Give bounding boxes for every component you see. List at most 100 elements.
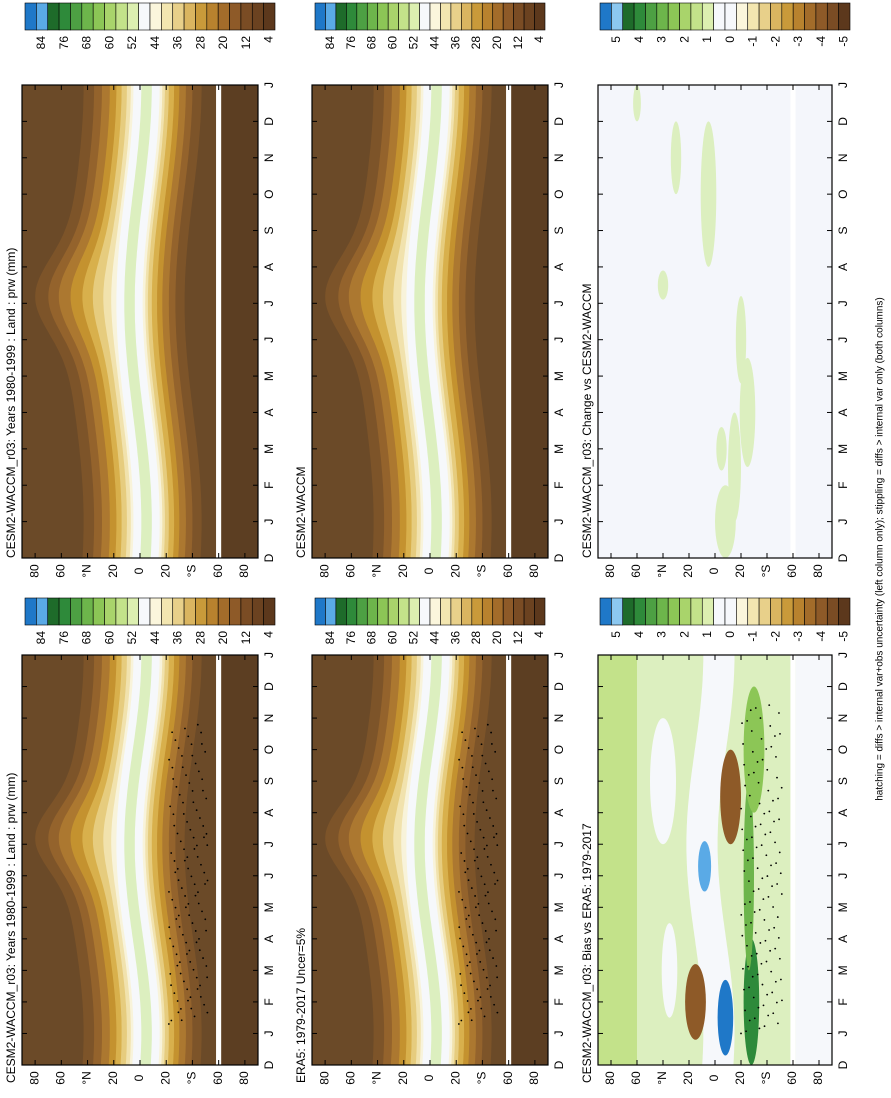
stipple <box>199 817 201 819</box>
stipple <box>761 758 764 761</box>
month-label: O <box>262 745 276 754</box>
stipple <box>751 836 753 839</box>
field-bg <box>598 85 832 558</box>
stipple <box>483 1015 486 1018</box>
colorbar-label: 44 <box>427 36 441 50</box>
stipple <box>190 875 193 878</box>
stipple <box>192 836 195 839</box>
colorbar-label: 84 <box>323 631 337 645</box>
lat-label: 20 <box>106 564 120 578</box>
stipple <box>204 883 206 885</box>
stipple <box>195 941 198 944</box>
contour-band <box>124 85 152 558</box>
panel-title: CESM2-WACCM_r03: Bias vs ERA5: 1979-2017 <box>580 823 594 1083</box>
colorbar-box <box>656 597 669 626</box>
stipple <box>495 965 498 967</box>
colorbar-box <box>356 2 368 31</box>
lat-label: 60 <box>629 564 643 578</box>
stipple <box>465 918 468 920</box>
colorbar-box <box>408 597 420 626</box>
stipple <box>468 961 471 964</box>
colorbar-box <box>356 597 368 626</box>
stipple <box>483 883 486 886</box>
stipple <box>770 970 773 973</box>
colorbar-box <box>263 597 276 626</box>
band <box>216 655 222 1065</box>
colorbar-box <box>481 2 494 31</box>
stipple <box>775 755 777 758</box>
stipple <box>481 790 484 792</box>
stipple <box>485 976 488 979</box>
stipple <box>465 953 468 956</box>
stipple <box>460 984 462 987</box>
stipple <box>174 739 177 742</box>
month-label: A <box>836 408 850 416</box>
stipple <box>767 789 770 792</box>
stipple <box>471 933 474 936</box>
stipple <box>773 926 776 929</box>
band <box>216 85 222 558</box>
colorbar-box <box>622 2 635 31</box>
colorbar-box <box>335 2 347 31</box>
month-label: D <box>262 682 276 691</box>
stipple <box>190 743 193 746</box>
colorbar-box <box>838 597 851 626</box>
stipple <box>775 862 777 865</box>
stipple <box>478 949 481 952</box>
colorbar-box <box>115 597 128 626</box>
month-label: J <box>262 82 276 88</box>
stipple <box>172 945 175 948</box>
stipple <box>196 855 199 858</box>
stipple <box>777 936 780 939</box>
stipple <box>171 898 174 901</box>
panel-title: CESM2-WACCM_r03: Years 1980-1999 : Land … <box>4 248 18 558</box>
colorbar-label: 28 <box>193 36 207 50</box>
colorbar-box <box>366 2 379 31</box>
colorbar-box <box>611 597 624 626</box>
lat-label: 60 <box>785 1071 799 1085</box>
month-label: J <box>836 841 850 847</box>
colorbar-box <box>611 2 624 31</box>
month-label: J <box>262 1030 276 1036</box>
colorbar-box <box>502 2 514 31</box>
stipple <box>471 766 474 769</box>
colorbar-box <box>335 597 347 626</box>
month-label: J <box>836 82 850 88</box>
stipple <box>203 836 205 839</box>
stipple <box>768 810 771 813</box>
stipple <box>192 968 195 971</box>
stipple <box>190 1007 193 1010</box>
stipple <box>494 918 497 921</box>
colorbar-box <box>645 2 658 31</box>
lat-label: 60 <box>629 1071 643 1085</box>
stipple <box>757 781 760 784</box>
stipple <box>181 766 184 769</box>
stipple <box>478 782 481 784</box>
colorbar-box <box>450 2 462 31</box>
month-label: O <box>552 745 566 754</box>
colorbar-box <box>534 597 546 626</box>
stipple <box>470 887 473 889</box>
stipple <box>184 727 186 730</box>
colorbar-label: 76 <box>344 36 358 50</box>
colorbar-box <box>408 2 420 31</box>
stipple <box>202 957 204 959</box>
lat-label: 0 <box>132 1074 146 1081</box>
stipple <box>197 891 199 894</box>
colorbar-label: 28 <box>469 36 483 50</box>
contour-band <box>406 655 450 1065</box>
month-label: J <box>552 652 566 658</box>
lat-label: 80 <box>811 1071 825 1085</box>
stipple <box>201 910 203 913</box>
colorbar-box <box>115 2 128 31</box>
colorbar-box <box>758 597 771 626</box>
contour-band <box>406 85 450 558</box>
field <box>22 85 258 558</box>
month-label: M <box>262 965 276 975</box>
stipple <box>197 770 200 773</box>
stipple <box>764 833 767 836</box>
stipple <box>778 712 780 714</box>
stipple <box>173 992 176 994</box>
stipple <box>458 890 460 893</box>
stipple <box>772 1012 775 1015</box>
